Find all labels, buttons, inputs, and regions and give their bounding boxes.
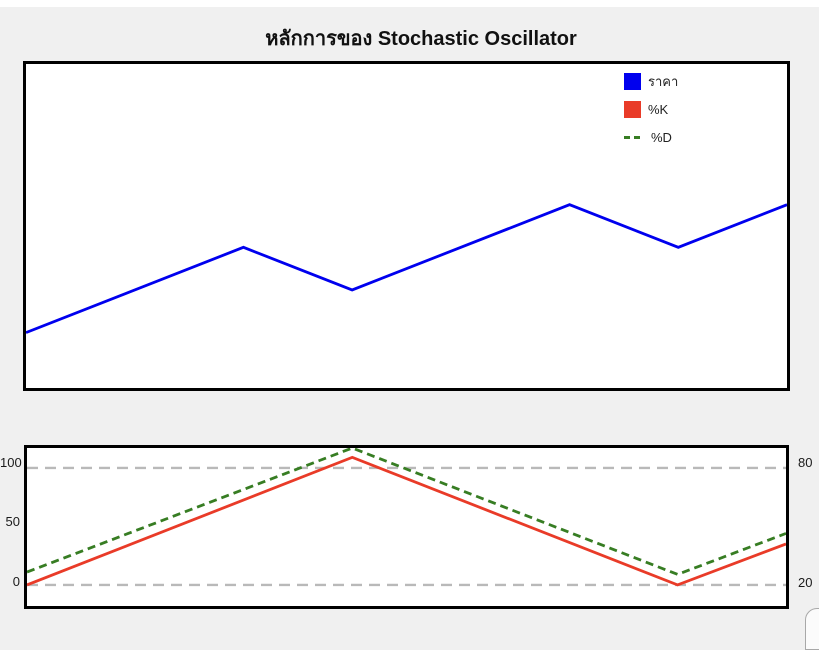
oscillator-chart-panel bbox=[24, 445, 789, 609]
left-tick-100: 100 bbox=[0, 455, 22, 470]
price-line-canvas bbox=[26, 203, 787, 334]
legend-item-k: %K bbox=[624, 101, 678, 118]
right-tick-20: 20 bbox=[798, 575, 813, 590]
legend-label-price: ราคา bbox=[648, 74, 679, 89]
right-tick-80: 80 bbox=[798, 455, 813, 470]
legend: ราคา %K %D bbox=[624, 73, 678, 157]
price-swatch-icon bbox=[624, 73, 641, 90]
partial-rounded-widget-corner bbox=[805, 608, 819, 650]
chart-title: หลักการของ Stochastic Oscillator bbox=[265, 28, 577, 50]
left-tick-50: 50 bbox=[5, 514, 20, 529]
legend-label-d: %D bbox=[651, 130, 672, 145]
k-swatch-icon bbox=[624, 101, 641, 118]
oscillator-canvas bbox=[27, 448, 786, 587]
price-chart-panel: ราคา %K %D bbox=[23, 61, 790, 391]
legend-item-d: %D bbox=[624, 129, 678, 146]
legend-label-k: %K bbox=[648, 102, 669, 117]
left-tick-0: 0 bbox=[12, 574, 20, 589]
legend-item-price: ราคา bbox=[624, 73, 678, 90]
d-dashes-icon bbox=[624, 129, 644, 146]
top-white-strip bbox=[0, 0, 819, 7]
